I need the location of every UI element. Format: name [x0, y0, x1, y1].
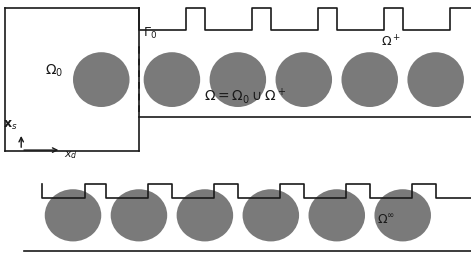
- Ellipse shape: [144, 52, 200, 107]
- Text: $\Omega_0$: $\Omega_0$: [45, 62, 63, 79]
- Text: $\Omega^\infty$: $\Omega^\infty$: [377, 213, 395, 228]
- Text: $\Omega = \Omega_0 \cup \Omega^+$: $\Omega = \Omega_0 \cup \Omega^+$: [204, 87, 286, 106]
- Text: $\Omega^+$: $\Omega^+$: [381, 34, 400, 49]
- Ellipse shape: [276, 52, 332, 107]
- Ellipse shape: [111, 189, 167, 241]
- Ellipse shape: [341, 52, 398, 107]
- Text: $x_d$: $x_d$: [64, 149, 77, 161]
- Ellipse shape: [309, 189, 365, 241]
- Ellipse shape: [177, 189, 233, 241]
- Ellipse shape: [73, 52, 130, 107]
- Ellipse shape: [243, 189, 299, 241]
- Ellipse shape: [210, 52, 266, 107]
- Ellipse shape: [45, 189, 101, 241]
- Text: $\Gamma_0$: $\Gamma_0$: [143, 26, 157, 41]
- Ellipse shape: [407, 52, 464, 107]
- Ellipse shape: [374, 189, 431, 241]
- Text: $\mathbf{x}_s$: $\mathbf{x}_s$: [3, 119, 17, 132]
